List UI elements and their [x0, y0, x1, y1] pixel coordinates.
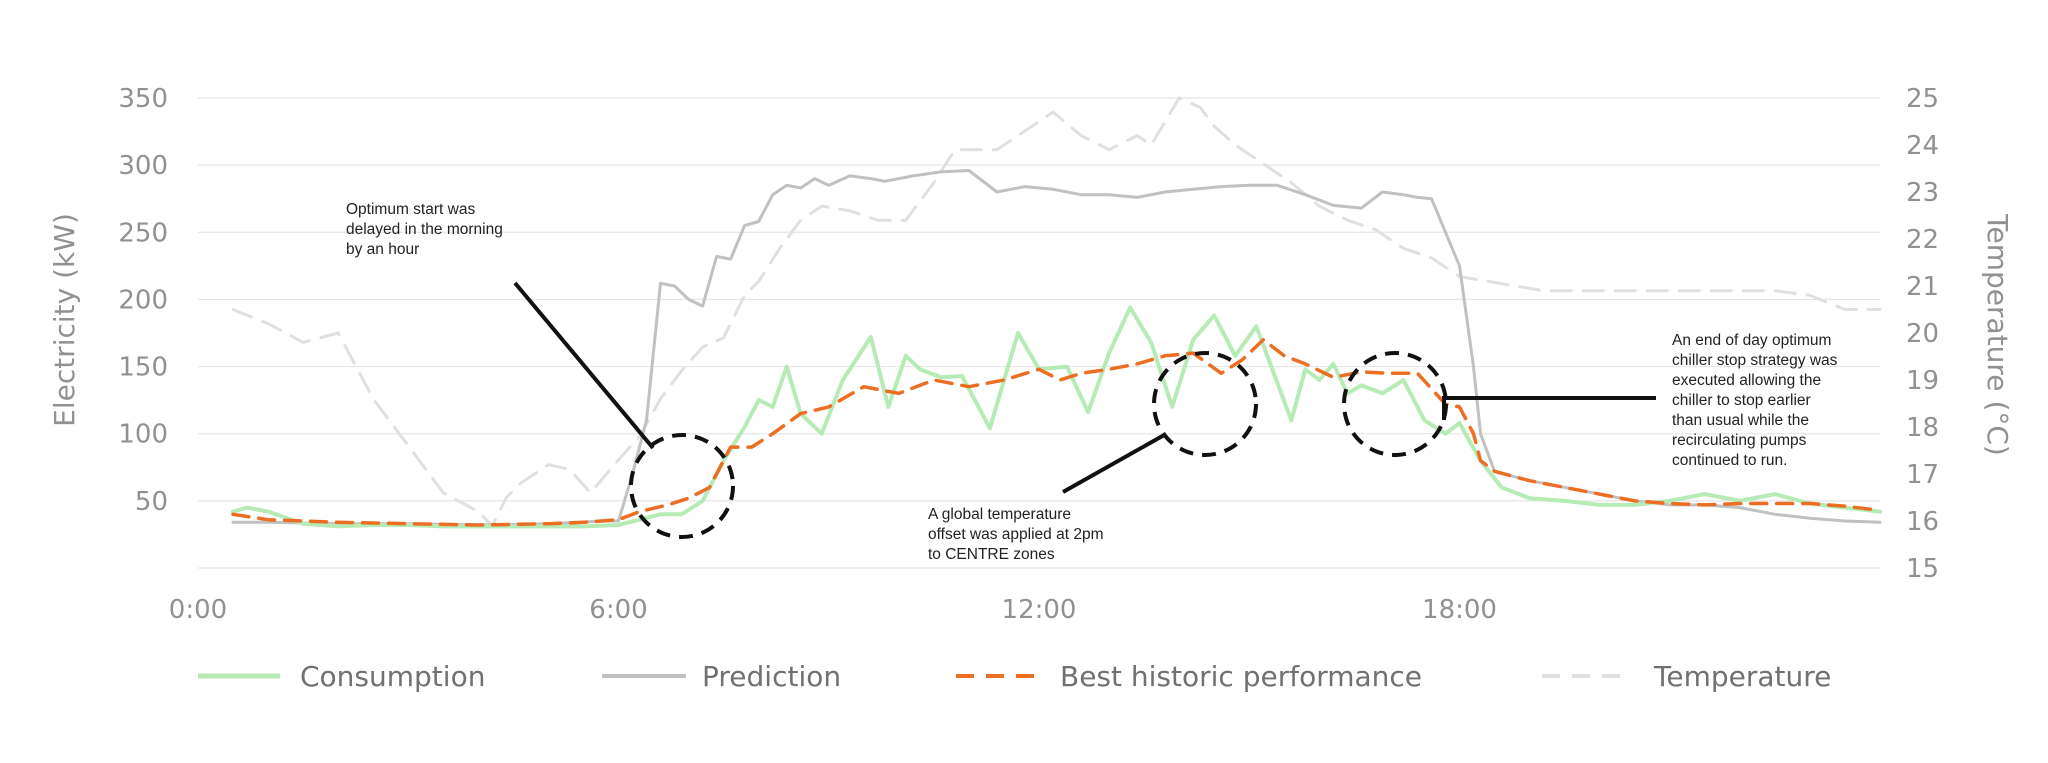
y2-tick-label: 21	[1906, 272, 1939, 302]
y2-tick-label: 22	[1906, 225, 1939, 255]
y2-tick-label: 23	[1906, 178, 1939, 208]
x-tick-label: 0:00	[169, 595, 227, 625]
annotation-line: chiller to stop earlier	[1672, 392, 1811, 409]
x-tick-label: 12:00	[1002, 595, 1077, 625]
y-tick-label: 350	[118, 84, 168, 114]
series-lines	[231, 96, 1882, 529]
y2-tick-label: 25	[1906, 84, 1939, 114]
y-tick-label: 100	[118, 420, 168, 450]
highlight-circle	[1152, 351, 1258, 457]
y-tick-label: 200	[118, 285, 168, 315]
y-axis-ticks: 50 100 150 200 250 300 350	[118, 84, 168, 517]
highlight-circle	[1342, 351, 1448, 457]
annotation-line: A global temperature	[928, 506, 1071, 523]
y2-tick-label: 24	[1906, 131, 1939, 161]
legend: Consumption Prediction Best historic per…	[198, 660, 1831, 693]
annotation-line: offset was applied at 2pm	[928, 526, 1104, 543]
annotation-line: to CENTRE zones	[928, 546, 1055, 563]
x-axis-ticks: 0:00 6:00 12:00 18:00	[169, 595, 1497, 625]
x-tick-label: 6:00	[589, 595, 647, 625]
series-line-best-historic-performance	[231, 337, 1882, 527]
annotation-optimum-start: Optimum start was delayed in the morning…	[346, 201, 507, 258]
y-tick-label: 250	[118, 218, 168, 248]
y2-tick-label: 20	[1906, 319, 1939, 349]
annotation-line: by an hour	[346, 241, 419, 258]
leader-line	[1442, 396, 1656, 420]
highlight-circle	[629, 433, 735, 539]
leader-line	[1062, 432, 1167, 494]
legend-label-best-historic: Best historic performance	[1060, 660, 1422, 693]
y2-tick-label: 15	[1906, 554, 1939, 584]
x-tick-label: 18:00	[1422, 595, 1497, 625]
gridlines	[198, 97, 1880, 569]
y2-tick-label: 17	[1906, 460, 1939, 490]
y2-axis-title: Temperature (°C)	[1981, 213, 2014, 456]
annotation-chiller-stop: An end of day optimum chiller stop strat…	[1672, 332, 1842, 469]
y-tick-label: 150	[118, 353, 168, 383]
annotation-temperature-offset: A global temperature offset was applied …	[928, 506, 1108, 563]
series-line-temperature	[231, 96, 1882, 528]
legend-item-best-historic: Best historic performance	[956, 660, 1422, 693]
y2-tick-label: 16	[1906, 507, 1939, 537]
legend-label-prediction: Prediction	[702, 660, 841, 693]
annotation-line: recirculating pumps	[1672, 432, 1807, 449]
y2-tick-label: 18	[1906, 413, 1939, 443]
legend-item-prediction: Prediction	[602, 660, 841, 693]
legend-item-consumption: Consumption	[198, 660, 485, 693]
annotation-line: chiller stop strategy was	[1672, 352, 1838, 369]
annotation-line: delayed in the morning	[346, 221, 503, 238]
annotation-line: than usual while the	[1672, 412, 1809, 429]
annotation-line: An end of day optimum	[1672, 332, 1831, 349]
annotation-line: continued to run.	[1672, 452, 1787, 469]
y-axis-title: Electricity (kW)	[48, 213, 81, 427]
y-tick-label: 300	[118, 151, 168, 181]
annotation-callouts	[513, 281, 1656, 539]
leader-line	[513, 281, 655, 450]
y-tick-label: 50	[135, 487, 168, 517]
annotation-line: executed allowing the	[1672, 372, 1821, 389]
y2-axis-ticks: 15 16 17 18 19 20 21 22 23 24 25	[1906, 84, 1939, 584]
legend-item-temperature: Temperature	[1542, 660, 1831, 693]
legend-label-temperature: Temperature	[1653, 660, 1831, 693]
y2-tick-label: 19	[1906, 366, 1939, 396]
legend-label-consumption: Consumption	[300, 660, 485, 693]
annotation-line: Optimum start was	[346, 201, 475, 218]
series-line-consumption	[231, 305, 1882, 529]
